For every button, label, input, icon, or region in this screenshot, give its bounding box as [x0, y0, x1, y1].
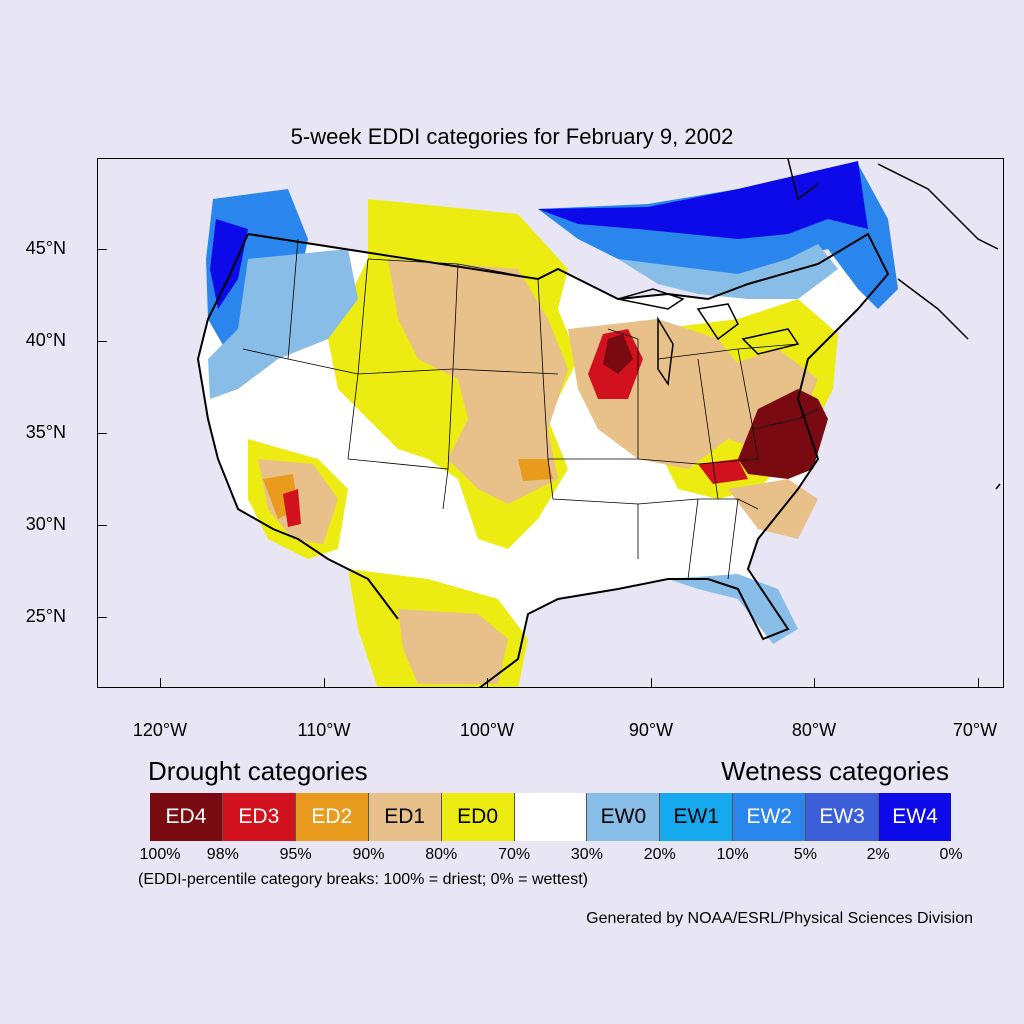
- lon-label-90: 90°W: [628, 720, 674, 740]
- break-label: 20%: [643, 846, 676, 863]
- category-fills: [198, 161, 898, 687]
- break-label: 2%: [866, 846, 890, 863]
- break-label: 5%: [793, 846, 817, 863]
- ed1-region-southeast: [728, 479, 818, 539]
- lon-tick-80: [814, 678, 815, 688]
- break-label: 90%: [352, 846, 385, 863]
- ed3-region-kentucky: [698, 459, 748, 484]
- break-label: 30%: [570, 846, 603, 863]
- lat-tick-30: [97, 525, 107, 526]
- lat-label-45: 45°N: [25, 238, 66, 258]
- conus-outline: [196, 232, 890, 687]
- lon-tick-110: [324, 678, 325, 688]
- ew0-region-gulf: [668, 574, 798, 644]
- credit-text: Generated by NOAA/ESRL/Physical Sciences…: [586, 910, 973, 927]
- lon-tick-120: [160, 678, 161, 688]
- ed4-region-wisconsin: [603, 334, 633, 374]
- legend-cell-ed1: ED1: [367, 793, 441, 841]
- lat-tick-35: [97, 433, 107, 434]
- break-label: 95%: [279, 846, 312, 863]
- legend-cell-ed3: ED3: [221, 793, 295, 841]
- lon-tick-90: [651, 678, 652, 688]
- lon-tick-100: [487, 678, 488, 688]
- legend-cell-ew2: EW2: [732, 793, 806, 841]
- lat-tick-40: [97, 341, 107, 342]
- ed1-region-mexico: [398, 609, 508, 684]
- lon-tick-70: [978, 678, 979, 688]
- legend-cell-ed0: ED0: [440, 793, 514, 841]
- legend-cell-ew4: EW4: [878, 793, 951, 841]
- legend-cell-ew1: EW1: [659, 793, 733, 841]
- ed3-region-arizona: [283, 489, 301, 527]
- lon-label-100: 100°W: [459, 720, 515, 740]
- lon-label-80: 80°W: [791, 720, 837, 740]
- state-boundaries: [242, 238, 819, 580]
- ew4-band-canada: [538, 161, 868, 239]
- drought-categories-heading: Drought categories: [148, 756, 368, 786]
- ew0-region-northwest: [208, 249, 358, 399]
- legend-cell-ed4: ED4: [150, 793, 222, 841]
- lat-tick-45: [97, 249, 107, 250]
- lat-tick-25: [97, 617, 107, 618]
- legend-cell-ed2: ED2: [294, 793, 368, 841]
- lon-label-120: 120°W: [132, 720, 188, 740]
- lon-label-110: 110°W: [297, 720, 351, 740]
- lat-label-35: 35°N: [25, 422, 66, 442]
- break-label: 0%: [939, 846, 963, 863]
- ew4-region-pacific-nw: [210, 219, 248, 309]
- map-frame: [97, 158, 1004, 688]
- conus-map: [196, 159, 1001, 687]
- boundary-lines: [196, 159, 1001, 687]
- category-legend-bar: ED4 ED3 ED2 ED1 ED0 EW0 EW1 EW2 EW3 EW4: [150, 793, 951, 841]
- lat-label-30: 30°N: [25, 514, 66, 534]
- legend-cell-ew0: EW0: [586, 793, 660, 841]
- ed1-region-plains: [388, 259, 568, 504]
- break-label: 100%: [139, 846, 181, 863]
- break-label: 98%: [206, 846, 239, 863]
- category-break-note: (EDDI-percentile category breaks: 100% =…: [138, 871, 588, 888]
- great-lakes: [617, 288, 800, 387]
- ew0-band-northeast: [618, 244, 838, 299]
- ed4-region-mid-atlantic: [738, 389, 828, 479]
- break-label: 10%: [716, 846, 749, 863]
- legend-cell-normal: [513, 793, 587, 841]
- lat-label-25: 25°N: [25, 606, 66, 626]
- lon-label-70: 70°W: [952, 720, 998, 740]
- ed2-region-texas: [518, 459, 553, 481]
- break-label: 70%: [498, 846, 531, 863]
- wetness-categories-heading: Wetness categories: [721, 756, 949, 786]
- legend-cell-ew3: EW3: [805, 793, 879, 841]
- map-title: 5-week EDDI categories for February 9, 2…: [290, 124, 734, 149]
- coast-islands: [787, 159, 1001, 490]
- break-label: 80%: [425, 846, 458, 863]
- lat-label-40: 40°N: [25, 330, 66, 350]
